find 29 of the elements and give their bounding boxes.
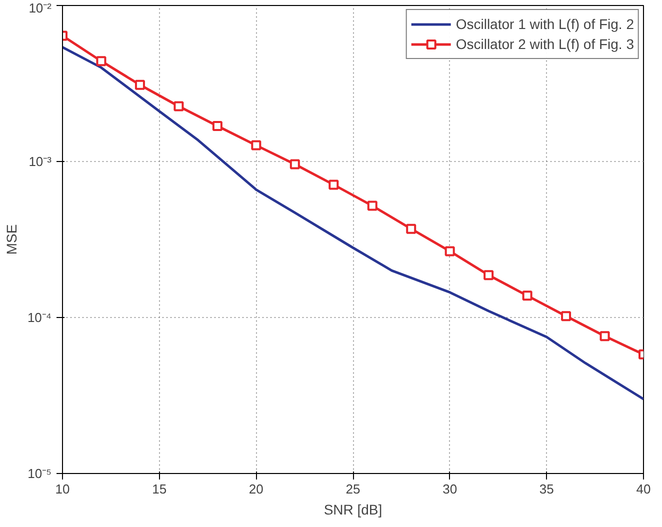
point: [251, 140, 262, 150]
point: [134, 80, 145, 90]
point: [444, 246, 455, 256]
point: [96, 56, 106, 66]
x-tick-label: 40: [636, 482, 651, 496]
point: [600, 331, 610, 342]
y-tick-label: 10⁻³: [28, 154, 52, 169]
x-tick-label: 20: [248, 482, 264, 496]
point: [561, 311, 572, 322]
x-tick-label: 15: [152, 482, 167, 496]
point: [174, 101, 184, 112]
point: [328, 180, 339, 190]
point: [522, 290, 532, 301]
y-tick-label: 10⁻⁴: [27, 310, 52, 325]
point: [367, 200, 378, 211]
point: [406, 224, 416, 234]
x-tick-label: 35: [539, 482, 554, 496]
y-tick-label: 10⁻⁵: [28, 466, 52, 481]
legend-label: Oscillator 2 with L(f) of Fig. 3: [456, 36, 634, 52]
y-axis-title: MSE: [3, 224, 20, 255]
legend-label: Oscillator 1 with L(f) of Fig. 2: [456, 16, 634, 32]
point: [290, 159, 300, 170]
x-tick-label: 25: [346, 482, 360, 496]
point: [212, 120, 222, 131]
point: [484, 270, 494, 280]
x-tick-label: 10: [55, 482, 70, 496]
x-tick-label: 30: [442, 482, 458, 496]
x-axis-title: SNR [dB]: [324, 502, 382, 518]
y-tick-label: 10⁻²: [28, 0, 52, 16]
